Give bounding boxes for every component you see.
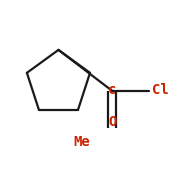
Text: c: c <box>108 83 116 97</box>
Text: Me: Me <box>73 135 90 149</box>
Text: O: O <box>108 115 116 129</box>
Text: Cl: Cl <box>152 83 169 97</box>
